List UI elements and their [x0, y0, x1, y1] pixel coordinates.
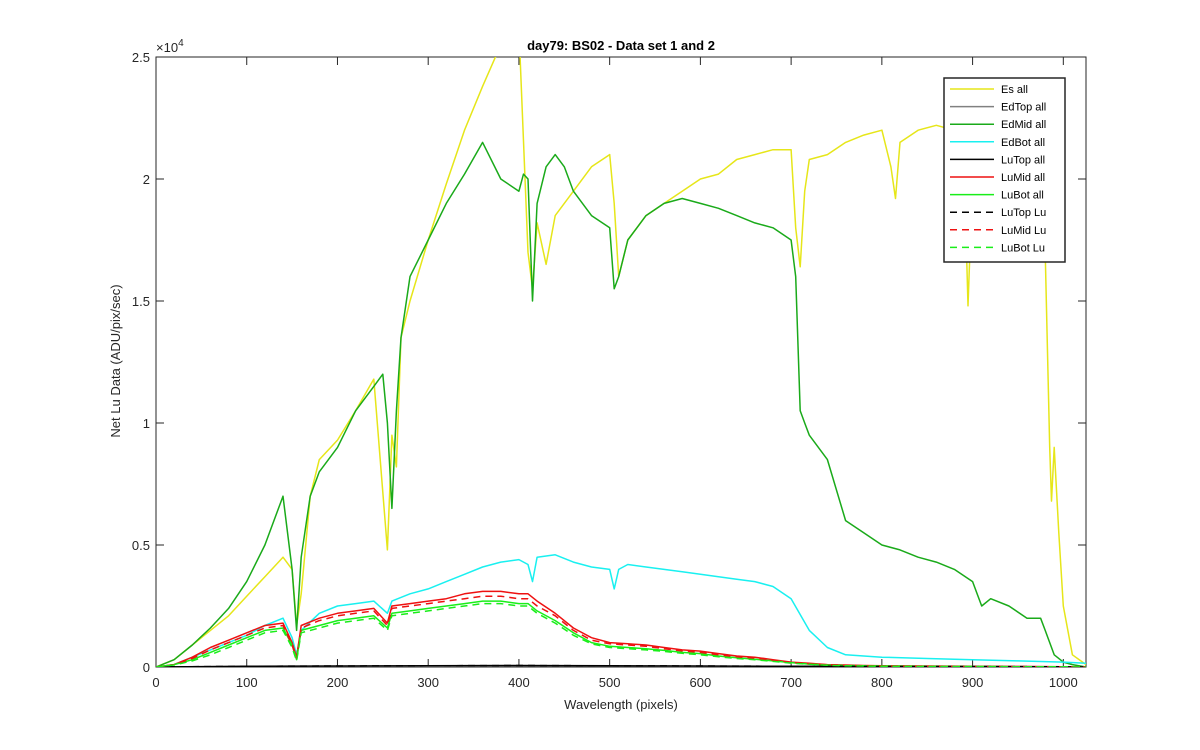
series-layer	[156, 57, 1086, 667]
legend-label: EdTop all	[1001, 102, 1046, 114]
plot-area	[156, 57, 1086, 667]
series-line-9	[156, 602, 1086, 667]
legend-box	[943, 77, 1066, 263]
y-tick-label: 0.5	[132, 538, 150, 553]
axes: 0 100 200 300 400 500 600 700 800 900 1000 0 0.5 1 1.5…	[132, 50, 1087, 690]
series-line-3	[156, 554, 1086, 667]
legend: Es all EdTop all EdMid all EdBot all LuTop a…	[943, 77, 1066, 263]
x-tick-label: 500	[599, 675, 621, 690]
legend-label: LuBot all	[1001, 190, 1044, 202]
x-tick-label: 200	[327, 675, 349, 690]
y-exponent-label: ×104	[156, 38, 184, 55]
x-tick-label: 300	[417, 675, 439, 690]
x-tick-label: 700	[780, 675, 802, 690]
y-axis-title: Net Lu Data (ADU/pix/sec)	[108, 284, 123, 437]
x-tick-label: 900	[962, 675, 984, 690]
y-tick-label: 0	[143, 660, 150, 675]
legend-label: LuMid all	[1001, 172, 1045, 184]
y-exponent-base: ×10	[156, 40, 178, 55]
legend-label: EdBot all	[1001, 137, 1045, 149]
series-line-2	[156, 141, 1086, 667]
x-tick-label: 100	[236, 675, 258, 690]
legend-label: LuMid Lu	[1001, 225, 1046, 237]
y-tick-label: 2	[143, 172, 150, 187]
x-axis-title: Wavelength (pixels)	[564, 697, 678, 712]
x-tick-label: 800	[871, 675, 893, 690]
axes-box	[155, 56, 1087, 668]
y-tick-label: 1	[143, 416, 150, 431]
x-tick-label: 600	[690, 675, 712, 690]
legend-label: Es all	[1001, 84, 1028, 96]
plot-background	[156, 57, 1086, 667]
y-tick-label: 2.5	[132, 50, 150, 65]
x-tick-label: 0	[152, 675, 159, 690]
y-tick-label: 1.5	[132, 294, 150, 309]
legend-label: LuTop all	[1001, 154, 1045, 166]
x-tick-label: 1000	[1049, 675, 1078, 690]
y-exponent-power: 4	[178, 38, 184, 49]
legend-label: EdMid all	[1001, 119, 1046, 131]
chart-title: day79: BS02 - Data set 1 and 2	[527, 38, 715, 53]
legend-label: LuBot Lu	[1001, 242, 1045, 254]
legend-label: LuTop Lu	[1001, 207, 1046, 219]
x-tick-label: 400	[508, 675, 530, 690]
series-group	[156, 57, 1086, 667]
